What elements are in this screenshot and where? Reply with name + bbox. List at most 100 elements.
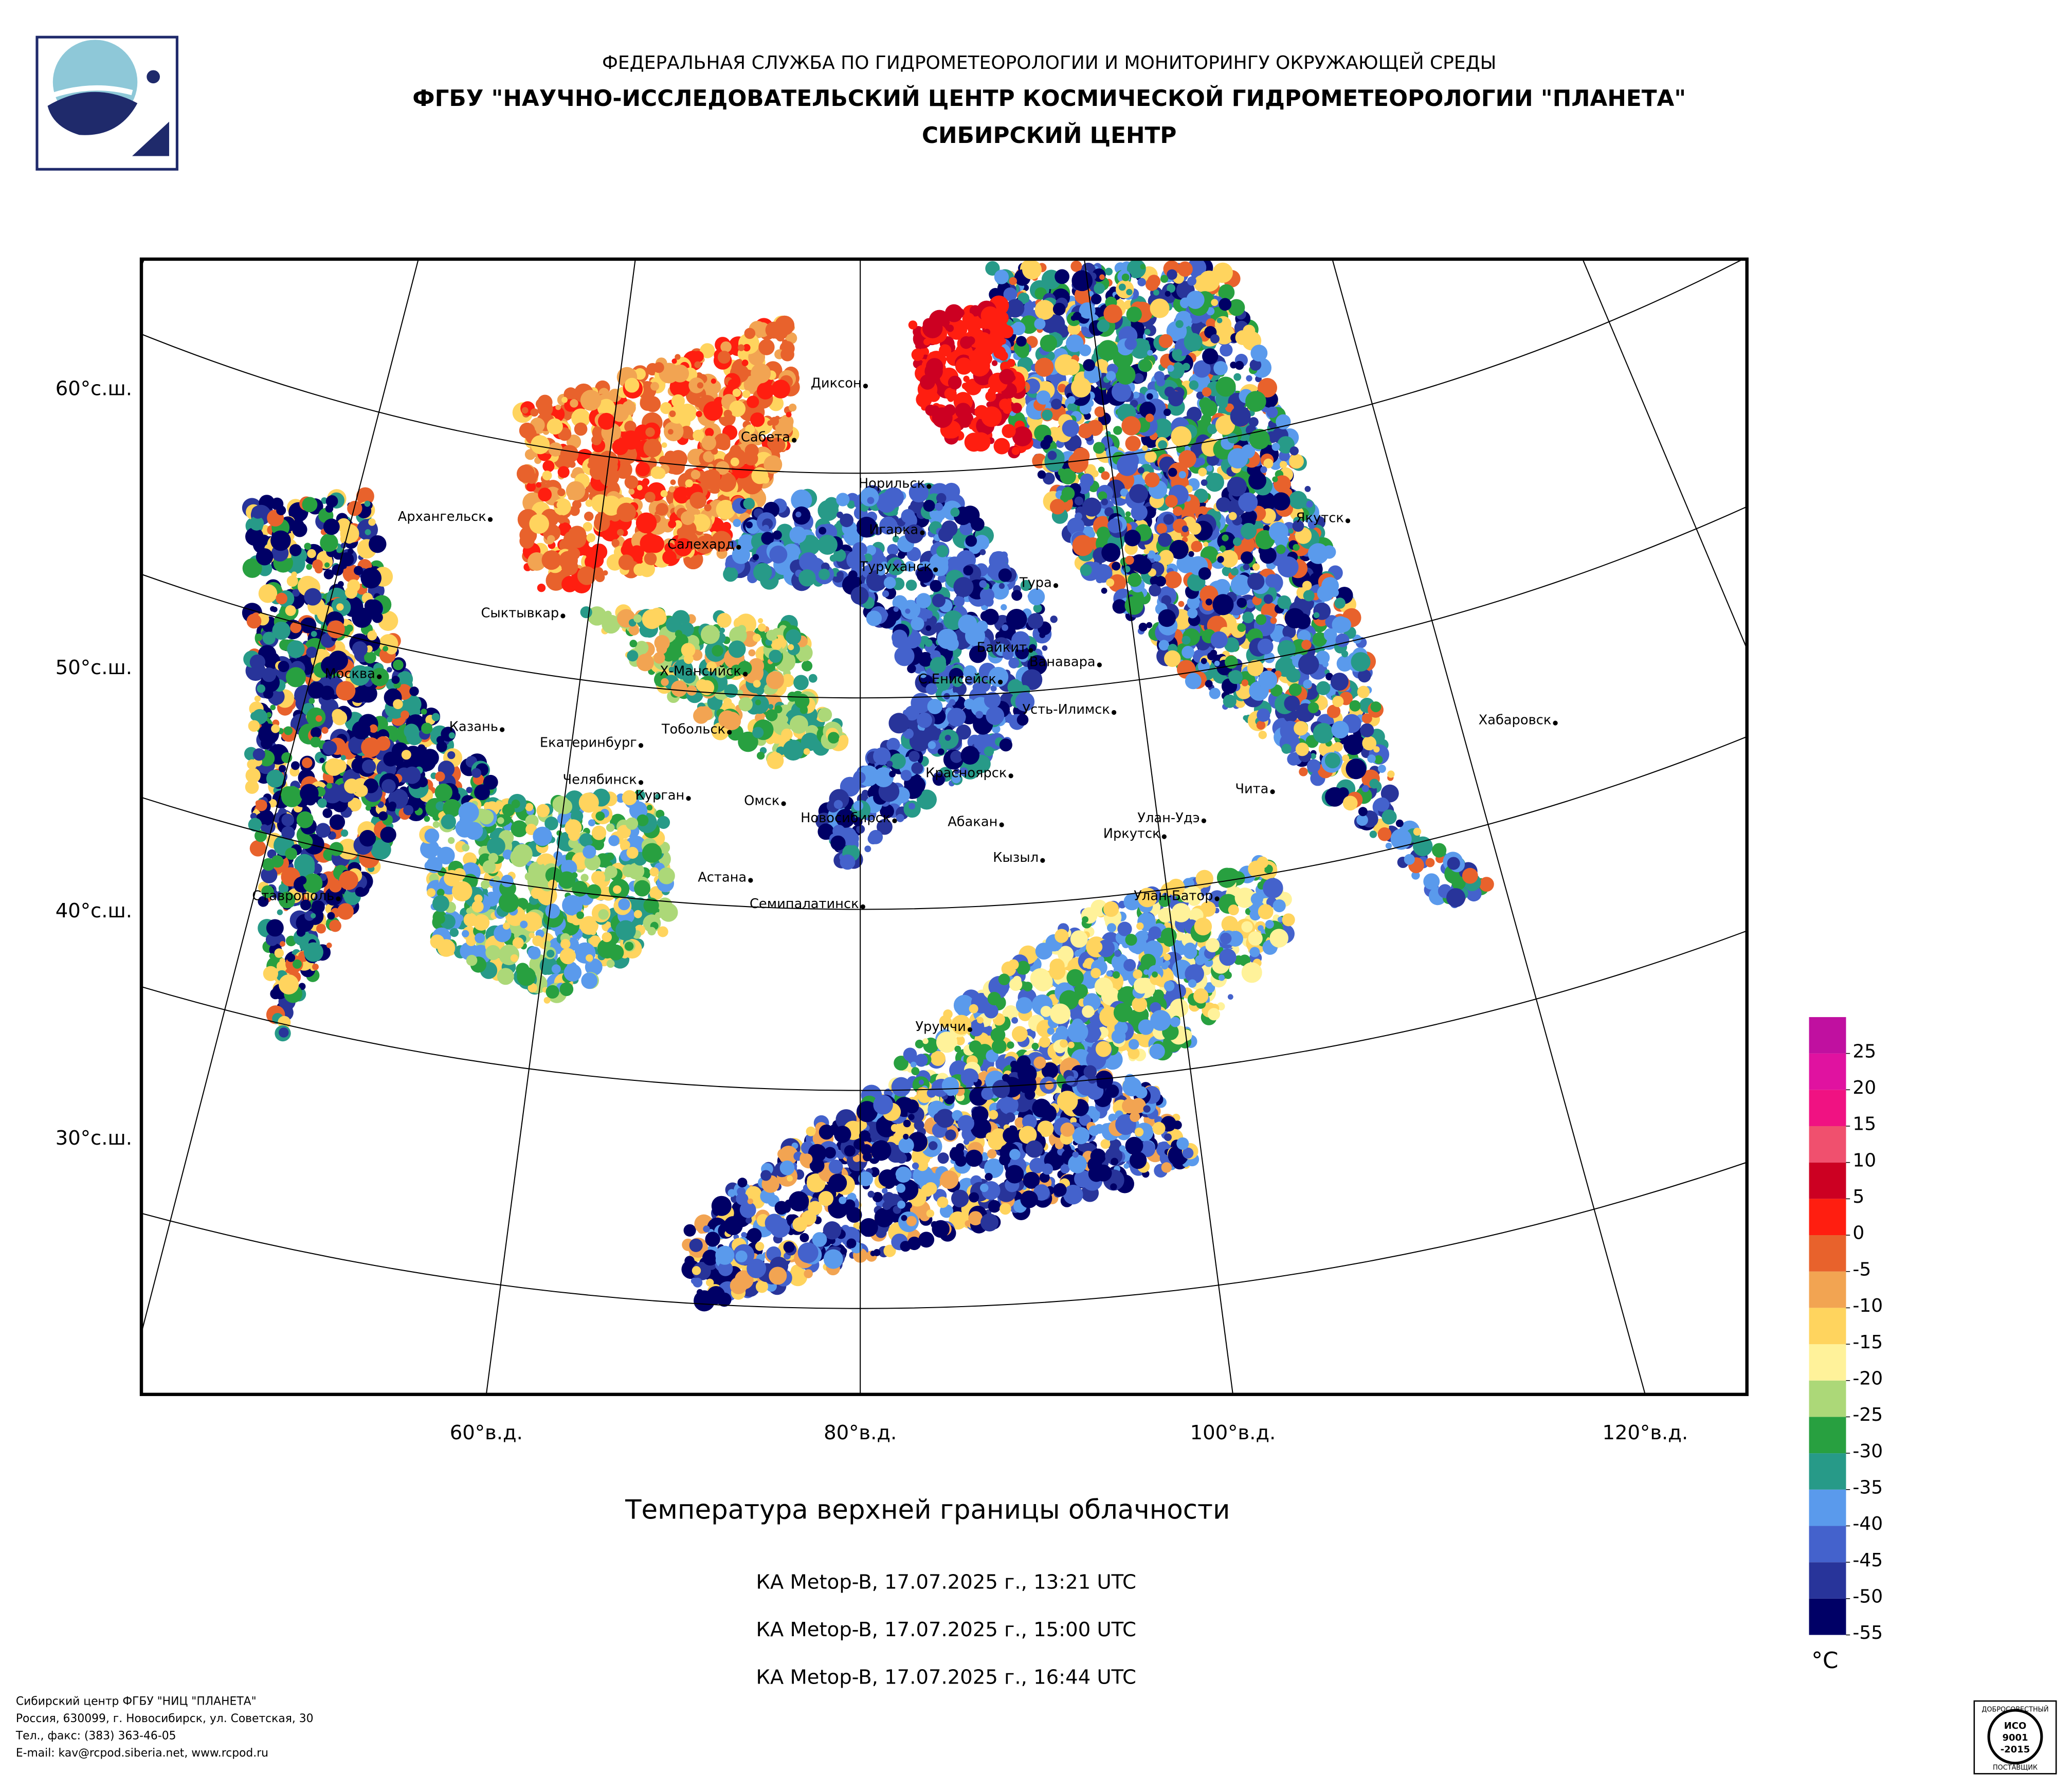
- cloud-patch: [1203, 541, 1209, 547]
- cloud-patch: [546, 570, 567, 591]
- cloud-patch: [252, 748, 265, 761]
- cloud-patch: [1126, 288, 1133, 296]
- cloud-patch: [1185, 673, 1202, 690]
- cloud-patch: [281, 813, 295, 827]
- cloud-patch: [717, 473, 737, 492]
- cloud-patch: [799, 552, 819, 572]
- cloud-patch: [1288, 683, 1302, 696]
- cloud-patch: [1016, 336, 1027, 347]
- cloud-patch: [501, 875, 514, 888]
- cloud-patch: [602, 932, 612, 943]
- cloud-patch: [1277, 556, 1299, 578]
- cloud-patch: [703, 401, 723, 421]
- cloud-patch: [1370, 701, 1382, 713]
- cloud-patch: [1146, 622, 1153, 628]
- cloud-patch: [261, 737, 273, 750]
- cloud-patch: [266, 769, 284, 788]
- cloud-patch: [990, 685, 997, 692]
- cloud-patch: [1303, 590, 1315, 602]
- cloud-patch: [1034, 357, 1054, 377]
- cloud-patch: [769, 545, 788, 564]
- cloud-patch: [930, 657, 947, 674]
- cloud-patch: [1235, 330, 1250, 346]
- cloud-patch: [695, 535, 714, 554]
- cloud-patch: [916, 789, 937, 810]
- cloud-patch: [542, 460, 555, 473]
- cloud-patch: [587, 462, 594, 468]
- cloud-patch: [1125, 436, 1141, 451]
- cloud-patch: [1167, 365, 1174, 372]
- cloud-patch: [1022, 260, 1042, 280]
- cloud-patch: [765, 321, 783, 339]
- cloud-patch: [836, 493, 850, 506]
- cloud-patch: [680, 426, 694, 439]
- cloud-patch: [557, 466, 570, 478]
- cloud-patch: [1101, 543, 1121, 563]
- cloud-patch: [628, 489, 635, 495]
- cloud-patch: [728, 378, 739, 390]
- cloud-patch: [486, 837, 505, 856]
- cloud-patch: [730, 457, 739, 466]
- cloud-patch: [865, 545, 877, 556]
- cloud-patch: [1245, 391, 1266, 412]
- cloud-patch: [840, 513, 854, 528]
- cloud-patch: [998, 583, 1005, 589]
- cloud-patch: [1284, 608, 1305, 629]
- agency: ФЕДЕРАЛЬНАЯ СЛУЖБА ПО ГИДРОМЕТЕОРОЛОГИИ …: [602, 52, 1496, 74]
- cloud-patch: [1129, 484, 1149, 503]
- cloud-patch: [671, 364, 689, 383]
- cloud-patch: [572, 880, 588, 897]
- cloud-patch: [536, 482, 541, 488]
- cloud-patch: [298, 876, 307, 885]
- cloud-patch: [635, 462, 650, 477]
- cloud-patch: [615, 920, 636, 941]
- cloud-patch: [637, 814, 649, 826]
- cloud-patch: [1210, 649, 1217, 657]
- cloud-patch: [502, 922, 510, 930]
- cloud-patch: [1061, 486, 1075, 500]
- cloud-patch: [1387, 770, 1395, 778]
- cloud-patch: [258, 584, 278, 603]
- cloud-patch: [1198, 270, 1220, 292]
- cloud-patch: [561, 558, 578, 576]
- cloud-patch: [1113, 426, 1122, 435]
- cloud-patch: [387, 716, 393, 722]
- cloud-patch: [1150, 298, 1170, 318]
- cloud-patch: [541, 550, 561, 570]
- cloud-patch: [1241, 679, 1249, 686]
- cloud-patch: [1168, 467, 1177, 477]
- cloud-patch: [936, 493, 947, 503]
- cloud-patch: [883, 576, 896, 589]
- cloud-patch: [1219, 545, 1226, 552]
- cloud-patch: [401, 750, 411, 760]
- cloud-patch: [908, 803, 916, 810]
- cloud-patch: [598, 909, 609, 920]
- cloud-patch: [1281, 744, 1292, 754]
- cloud-patch: [597, 399, 615, 417]
- cloud-patch: [1284, 695, 1300, 712]
- cloud-patch: [817, 534, 838, 555]
- cloud-patch: [704, 428, 714, 437]
- cloud-patch: [972, 683, 981, 692]
- cloud-patch: [657, 926, 668, 937]
- cloud-patch: [1028, 588, 1045, 606]
- cloud-patch: [853, 771, 866, 784]
- cloud-patch: [959, 521, 973, 536]
- cloud-patch: [404, 723, 420, 739]
- cloud-patch: [1040, 334, 1058, 352]
- cloud-patch: [1037, 470, 1046, 479]
- cloud-patch: [780, 322, 788, 330]
- cloud-patch: [570, 399, 578, 408]
- cloud-patch: [280, 941, 285, 947]
- cloud-patch: [251, 505, 265, 519]
- cloud-patch: [578, 792, 599, 813]
- cloud-patch: [1182, 363, 1190, 371]
- cloud-patch: [1167, 269, 1177, 280]
- cloud-patch: [528, 552, 546, 571]
- cloud-patch: [1125, 511, 1131, 517]
- cloud-patch: [659, 903, 678, 922]
- cloud-patch: [668, 486, 676, 493]
- cloud-patch: [361, 737, 381, 757]
- cloud-patch: [511, 820, 528, 838]
- cloud-patch: [519, 422, 535, 439]
